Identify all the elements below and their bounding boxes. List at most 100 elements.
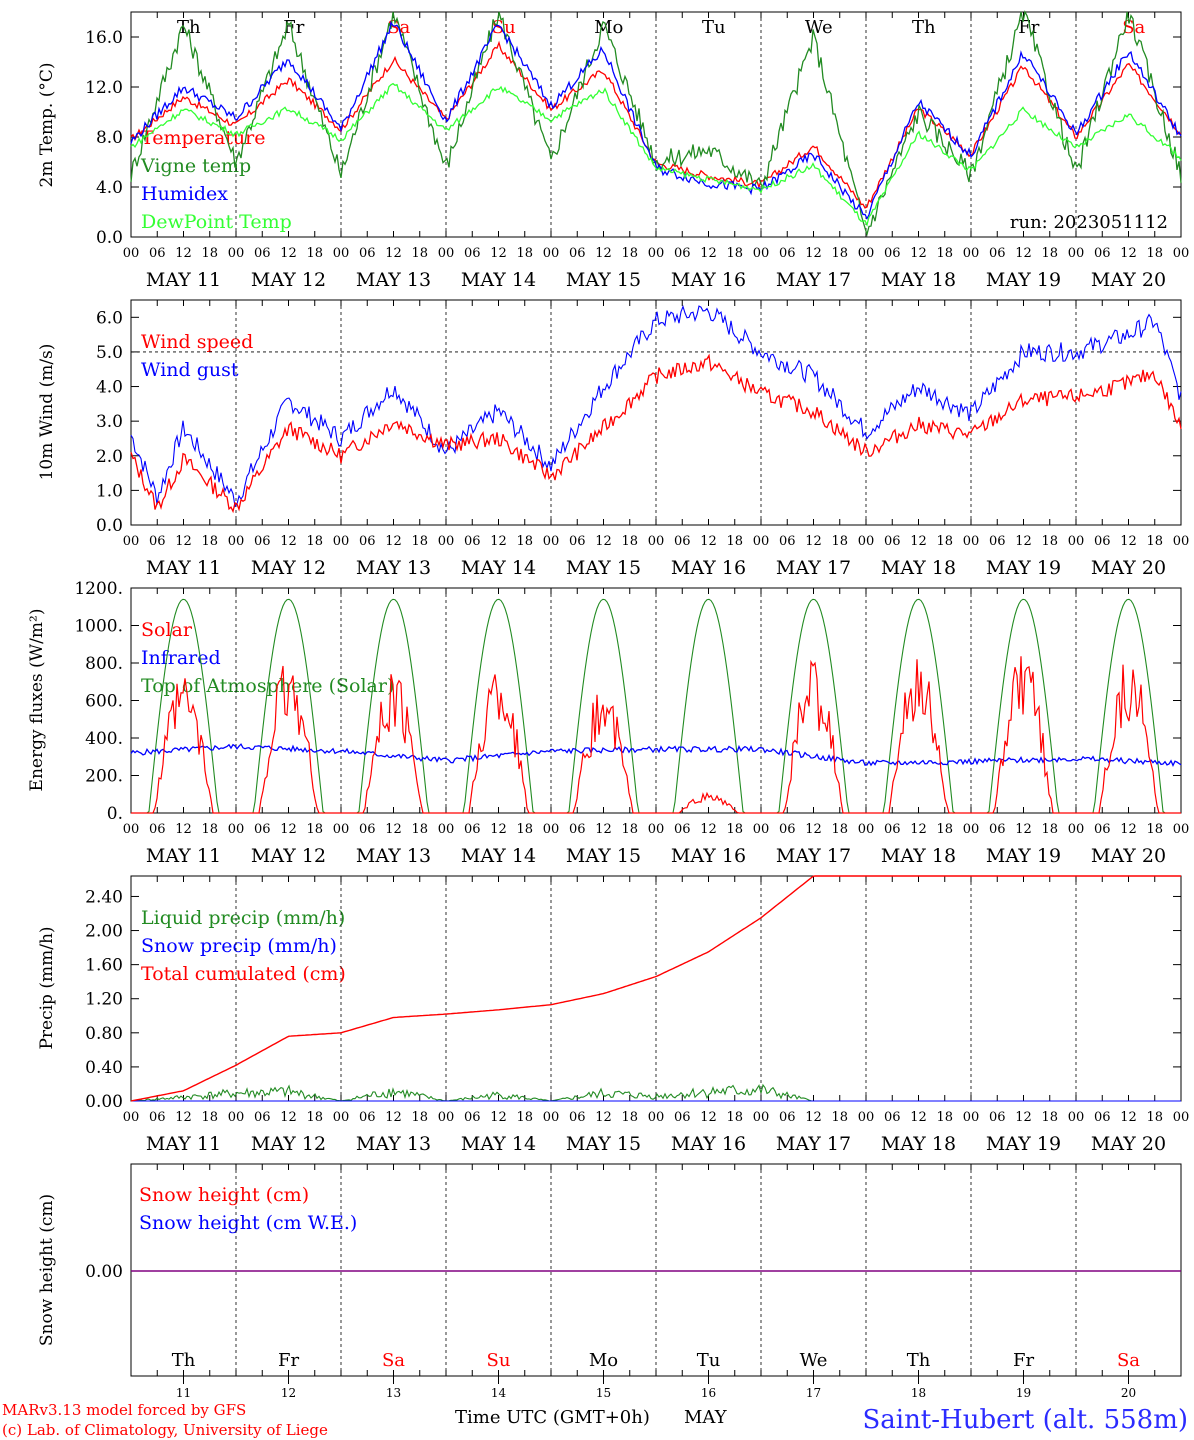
y-tick-label: 1.0 <box>96 481 123 501</box>
date-label: MAY 17 <box>776 269 851 291</box>
hour-tick-label: 06 <box>569 246 586 261</box>
date-label: MAY 20 <box>1091 269 1166 291</box>
hour-tick-label: 00 <box>228 1110 245 1125</box>
hour-tick-label: 18 <box>936 246 953 261</box>
hour-tick-label: 00 <box>648 534 665 549</box>
hour-tick-label: 18 <box>1146 1110 1163 1125</box>
weekday-label: Fr <box>278 1350 299 1371</box>
hour-tick-label: 06 <box>989 1110 1006 1125</box>
hour-tick-label: 00 <box>228 534 245 549</box>
hour-tick-label: 12 <box>280 822 297 837</box>
hour-tick-label: 06 <box>254 246 271 261</box>
hour-tick-label: 12 <box>175 534 192 549</box>
y-tick-label: 8.0 <box>96 128 123 148</box>
date-label: MAY 20 <box>1091 1133 1166 1155</box>
y-tick-label: 800. <box>85 654 123 674</box>
weekday-label: We <box>800 1350 828 1371</box>
y-tick-label: 0.0 <box>96 516 123 536</box>
hour-tick-label: 18 <box>621 822 638 837</box>
hour-tick-label: 00 <box>963 1110 980 1125</box>
weekday-label: Tu <box>697 1350 721 1371</box>
hour-tick-label: 18 <box>726 534 743 549</box>
hour-tick-label: 12 <box>280 1110 297 1125</box>
hour-tick-label: 06 <box>674 1110 691 1125</box>
hour-tick-label: 12 <box>175 822 192 837</box>
y-tick-label: 0.80 <box>85 1024 123 1044</box>
day-number-label: 15 <box>596 1386 611 1400</box>
hour-tick-label: 06 <box>464 822 481 837</box>
date-label: MAY 12 <box>251 845 326 867</box>
hour-tick-label: 06 <box>1094 1110 1111 1125</box>
hour-tick-label: 00 <box>858 822 875 837</box>
precip-legend: Liquid precip (mm/h) Snow precip (mm/h) … <box>141 907 346 985</box>
hour-tick-label: 18 <box>726 822 743 837</box>
hour-tick-label: 18 <box>936 1110 953 1125</box>
hour-tick-label: 12 <box>1120 822 1137 837</box>
hour-tick-label: 00 <box>1068 822 1085 837</box>
hour-tick-label: 00 <box>1068 534 1085 549</box>
hour-tick-label: 06 <box>359 534 376 549</box>
hour-tick-label: 00 <box>753 246 770 261</box>
hour-tick-label: 12 <box>700 1110 717 1125</box>
day-number-label: 13 <box>386 1386 401 1400</box>
hour-tick-label: 18 <box>1041 822 1058 837</box>
temperature-series-line <box>130 10 1182 237</box>
hour-tick-label: 18 <box>936 534 953 549</box>
hour-tick-label: 18 <box>201 822 218 837</box>
day-number-label: 17 <box>806 1386 821 1400</box>
day-number-label: 14 <box>491 1386 507 1400</box>
hour-tick-label: 00 <box>438 822 455 837</box>
total-cumulated-line <box>130 875 1181 1102</box>
date-label: MAY 18 <box>881 1133 956 1155</box>
temperature-legend: Temperature Vigne temp Humidex DewPoint … <box>140 127 292 233</box>
hour-tick-label: 18 <box>201 1110 218 1125</box>
hour-tick-label: 06 <box>254 534 271 549</box>
hour-tick-label: 00 <box>123 246 140 261</box>
legend-liquid-precip: Liquid precip (mm/h) <box>141 907 345 929</box>
hour-tick-label: 12 <box>1015 534 1032 549</box>
hour-tick-label: 00 <box>648 246 665 261</box>
hour-tick-label: 00 <box>753 822 770 837</box>
hour-tick-label: 18 <box>831 246 848 261</box>
hour-tick-label: 00 <box>543 246 560 261</box>
hour-tick-label: 18 <box>831 534 848 549</box>
hour-tick-label: 00 <box>1068 246 1085 261</box>
hour-tick-label: 18 <box>1041 534 1058 549</box>
date-label: MAY 14 <box>461 1133 536 1155</box>
hour-tick-label: 06 <box>674 534 691 549</box>
date-label: MAY 12 <box>251 269 326 291</box>
snow-legend: Snow height (cm) Snow height (cm W.E.) <box>139 1184 357 1234</box>
hour-tick-label: 12 <box>1015 822 1032 837</box>
snow-y-axis-label: Snow height (cm) <box>37 1194 57 1346</box>
hour-tick-label: 00 <box>963 246 980 261</box>
hour-tick-label: 06 <box>254 822 271 837</box>
y-tick-label: 400. <box>85 729 123 749</box>
date-label: MAY 11 <box>146 269 221 291</box>
hour-tick-label: 06 <box>884 246 901 261</box>
date-label: MAY 14 <box>461 269 536 291</box>
chart-marks: 00 06 12 18 00 06 12 18 00 06 12 18 00 06 12 18 00 06 12 18… <box>74 10 1189 1400</box>
hour-tick-label: 12 <box>1120 1110 1137 1125</box>
hour-tick-label: 00 <box>438 246 455 261</box>
hour-tick-label: 06 <box>884 534 901 549</box>
hour-tick-label: 00 <box>543 822 560 837</box>
hour-tick-label: 18 <box>726 1110 743 1125</box>
hour-tick-label: 06 <box>674 822 691 837</box>
day-number-label: 12 <box>281 1386 296 1400</box>
legend-snow-height: Snow height (cm) <box>139 1184 309 1206</box>
hour-tick-label: 06 <box>359 1110 376 1125</box>
hour-tick-label: 12 <box>805 822 822 837</box>
hour-tick-label: 18 <box>306 534 323 549</box>
legend-infrared: Infrared <box>141 647 221 669</box>
wind-panel: 10m Wind (m/s) Wind speed Wind gust <box>37 299 1182 526</box>
y-tick-label: 0.40 <box>85 1058 123 1078</box>
hour-tick-label: 06 <box>779 822 796 837</box>
hour-tick-label: 06 <box>359 822 376 837</box>
hour-tick-label: 12 <box>175 246 192 261</box>
hour-tick-label: 00 <box>333 534 350 549</box>
y-tick-label: 3.0 <box>96 412 123 432</box>
date-label: MAY 12 <box>251 557 326 579</box>
hour-tick-label: 12 <box>280 534 297 549</box>
temperature-plot-frame <box>130 11 1182 238</box>
